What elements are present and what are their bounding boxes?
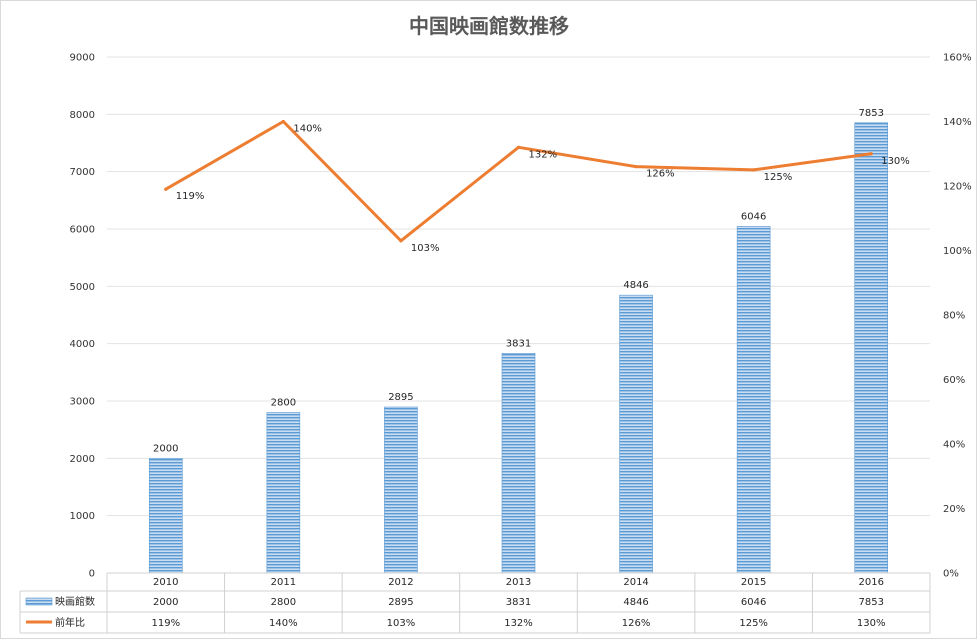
y-right-tick-label: 0% <box>943 569 959 580</box>
y-left-tick-label: 5000 <box>70 282 95 293</box>
line-data-label: 119% <box>176 191 205 202</box>
y-right-tick-label: 120% <box>943 182 972 193</box>
table-cell: 103% <box>387 618 416 629</box>
y-right-tick-label: 100% <box>943 246 972 257</box>
line-point <box>164 187 168 191</box>
x-category-label: 2011 <box>271 577 296 588</box>
x-category-label: 2015 <box>741 577 766 588</box>
table-cell: 7853 <box>858 597 883 608</box>
y-right-tick-label: 80% <box>943 311 965 322</box>
x-category-label: 2010 <box>153 577 178 588</box>
line-point <box>634 165 638 169</box>
line-point <box>281 119 285 124</box>
bar <box>854 122 889 574</box>
y-left-tick-label: 7000 <box>70 167 95 178</box>
line-point <box>752 168 756 172</box>
line-data-label: 125% <box>764 172 793 183</box>
table-cell: 126% <box>622 618 651 629</box>
y-axis-left: 0 1000 2000 3000 4000 5000 6000 7000 8000 9000 <box>70 53 95 580</box>
table-cell: 130% <box>857 618 886 629</box>
line-point <box>516 145 521 149</box>
bar <box>619 294 653 574</box>
x-category-label: 2013 <box>506 577 531 588</box>
line-series: 119% 140% 103% 132% 126% 125% 130% <box>164 119 910 254</box>
line-point <box>399 239 403 243</box>
chart-title: 中国映画館数推移 <box>409 14 569 38</box>
y-right-tick-label: 140% <box>943 117 972 128</box>
bar-data-label: 2800 <box>271 397 296 408</box>
table-cell: 132% <box>504 618 533 629</box>
table-cell: 2895 <box>388 597 413 608</box>
y-left-tick-label: 3000 <box>70 397 95 408</box>
y-left-tick-label: 8000 <box>70 110 95 121</box>
line-data-label: 132% <box>529 149 558 160</box>
y-left-tick-label: 9000 <box>70 53 95 64</box>
y-left-tick-label: 0 <box>89 569 95 580</box>
gridlines <box>107 56 930 574</box>
bar-data-label: 2000 <box>153 443 178 454</box>
bar-data-label: 3831 <box>506 338 531 349</box>
y-right-tick-label: 160% <box>943 53 972 64</box>
x-category-label: 2014 <box>623 577 648 588</box>
y-axis-right: 0% 20% 40% 60% 80% 100% 120% 140% 160% <box>943 53 972 580</box>
line-data-label: 140% <box>293 124 322 135</box>
bar <box>501 353 536 574</box>
bar <box>384 406 418 574</box>
table-cell: 2800 <box>271 597 296 608</box>
y-left-tick-label: 6000 <box>70 225 95 236</box>
bar <box>266 412 301 574</box>
bar-data-label: 6046 <box>741 211 766 222</box>
bar-data-label: 2895 <box>388 392 413 403</box>
table-cell: 119% <box>151 618 180 629</box>
bar <box>736 226 771 574</box>
y-right-tick-label: 60% <box>943 375 965 386</box>
legend-label-line: 前年比 <box>55 616 85 629</box>
y-left-tick-label: 2000 <box>70 454 95 465</box>
y-right-tick-label: 40% <box>943 440 965 451</box>
table-cell: 140% <box>269 618 298 629</box>
table-cell: 6046 <box>741 597 766 608</box>
x-category-label: 2012 <box>388 577 413 588</box>
legend-label-bar: 映画館数 <box>55 595 95 608</box>
line-data-label: 103% <box>411 243 440 254</box>
line-data-label: 130% <box>881 156 910 167</box>
table-cell: 3831 <box>506 597 531 608</box>
table-cell: 4846 <box>623 597 648 608</box>
bar-data-label: 7853 <box>858 108 883 119</box>
table-cell: 125% <box>739 618 768 629</box>
bar-data-label: 4846 <box>623 280 648 291</box>
bar <box>148 458 183 574</box>
x-category-label: 2016 <box>858 577 883 588</box>
legend-swatch-bar <box>25 597 53 606</box>
y-left-tick-label: 1000 <box>70 511 95 522</box>
y-left-tick-label: 4000 <box>70 339 95 350</box>
data-table: 2010 2011 2012 2013 2014 2015 2016 映画館数 2000 2800… <box>19 572 931 634</box>
y-right-tick-label: 20% <box>943 504 965 515</box>
bar-series: 2000 2800 2895 3831 4846 6046 7853 <box>148 108 889 574</box>
table-cell: 2000 <box>153 597 178 608</box>
line-data-label: 126% <box>646 169 675 180</box>
line-point <box>869 152 873 156</box>
